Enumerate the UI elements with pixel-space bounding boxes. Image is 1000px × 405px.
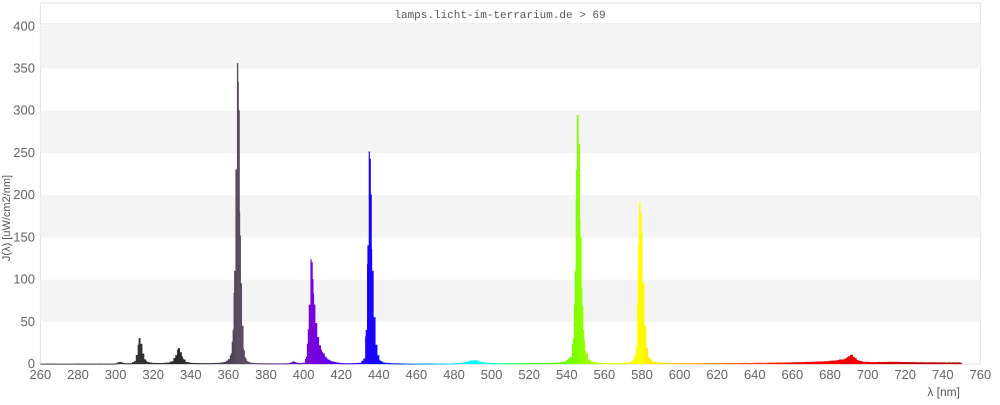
- svg-text:150: 150: [13, 229, 35, 244]
- svg-text:680: 680: [819, 367, 841, 382]
- svg-text:400: 400: [13, 18, 35, 33]
- svg-text:400: 400: [293, 367, 315, 382]
- svg-text:320: 320: [142, 367, 164, 382]
- svg-text:460: 460: [406, 367, 428, 382]
- svg-text:740: 740: [932, 367, 954, 382]
- svg-text:100: 100: [13, 272, 35, 287]
- svg-text:480: 480: [443, 367, 465, 382]
- svg-text:760: 760: [970, 367, 992, 382]
- svg-text:700: 700: [857, 367, 879, 382]
- svg-text:350: 350: [13, 60, 35, 75]
- svg-text:640: 640: [744, 367, 766, 382]
- svg-text:580: 580: [631, 367, 653, 382]
- svg-text:340: 340: [180, 367, 202, 382]
- svg-text:380: 380: [255, 367, 277, 382]
- svg-text:440: 440: [368, 367, 390, 382]
- svg-text:600: 600: [669, 367, 691, 382]
- svg-text:λ [nm]: λ [nm]: [927, 385, 960, 399]
- svg-text:520: 520: [518, 367, 540, 382]
- svg-text:500: 500: [481, 367, 503, 382]
- svg-text:620: 620: [706, 367, 728, 382]
- svg-text:660: 660: [782, 367, 804, 382]
- svg-text:300: 300: [105, 367, 127, 382]
- svg-text:280: 280: [67, 367, 89, 382]
- svg-text:50: 50: [21, 314, 35, 329]
- svg-text:540: 540: [556, 367, 578, 382]
- svg-text:200: 200: [13, 187, 35, 202]
- svg-text:J(λ) [uW/cm2/nm]: J(λ) [uW/cm2/nm]: [1, 175, 13, 261]
- svg-text:420: 420: [330, 367, 352, 382]
- svg-text:lamps.licht-im-terrarium.de >: lamps.licht-im-terrarium.de > 69: [394, 10, 605, 22]
- svg-text:260: 260: [30, 367, 52, 382]
- svg-text:300: 300: [13, 103, 35, 118]
- svg-text:720: 720: [894, 367, 916, 382]
- svg-text:560: 560: [594, 367, 616, 382]
- svg-text:250: 250: [13, 145, 35, 160]
- svg-text:360: 360: [218, 367, 240, 382]
